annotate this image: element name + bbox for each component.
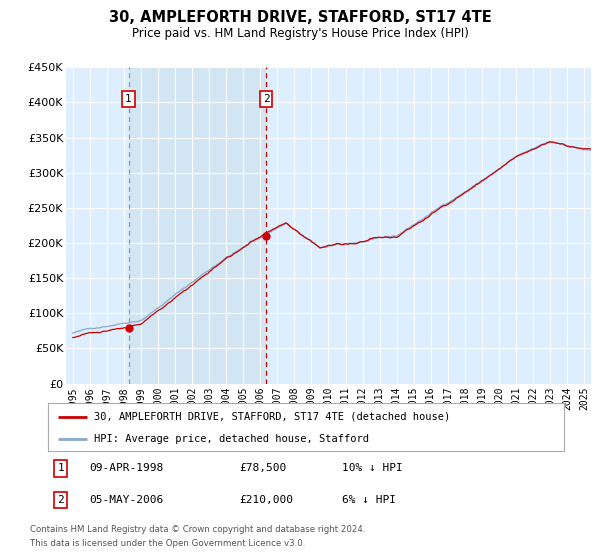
Text: 2: 2 <box>58 495 64 505</box>
Text: This data is licensed under the Open Government Licence v3.0.: This data is licensed under the Open Gov… <box>30 539 305 548</box>
Text: 30, AMPLEFORTH DRIVE, STAFFORD, ST17 4TE: 30, AMPLEFORTH DRIVE, STAFFORD, ST17 4TE <box>109 10 491 25</box>
Text: HPI: Average price, detached house, Stafford: HPI: Average price, detached house, Staf… <box>94 434 370 444</box>
Text: Contains HM Land Registry data © Crown copyright and database right 2024.: Contains HM Land Registry data © Crown c… <box>30 525 365 534</box>
Text: 6% ↓ HPI: 6% ↓ HPI <box>342 495 396 505</box>
Text: 1: 1 <box>125 94 132 104</box>
Text: 1: 1 <box>58 464 64 473</box>
Text: 10% ↓ HPI: 10% ↓ HPI <box>342 464 403 473</box>
Text: 05-MAY-2006: 05-MAY-2006 <box>89 495 164 505</box>
Text: 09-APR-1998: 09-APR-1998 <box>89 464 164 473</box>
Bar <box>128 67 266 384</box>
Text: £210,000: £210,000 <box>239 495 293 505</box>
Text: 2: 2 <box>263 94 269 104</box>
Text: Price paid vs. HM Land Registry's House Price Index (HPI): Price paid vs. HM Land Registry's House … <box>131 27 469 40</box>
Text: £78,500: £78,500 <box>239 464 286 473</box>
Text: 30, AMPLEFORTH DRIVE, STAFFORD, ST17 4TE (detached house): 30, AMPLEFORTH DRIVE, STAFFORD, ST17 4TE… <box>94 412 451 422</box>
